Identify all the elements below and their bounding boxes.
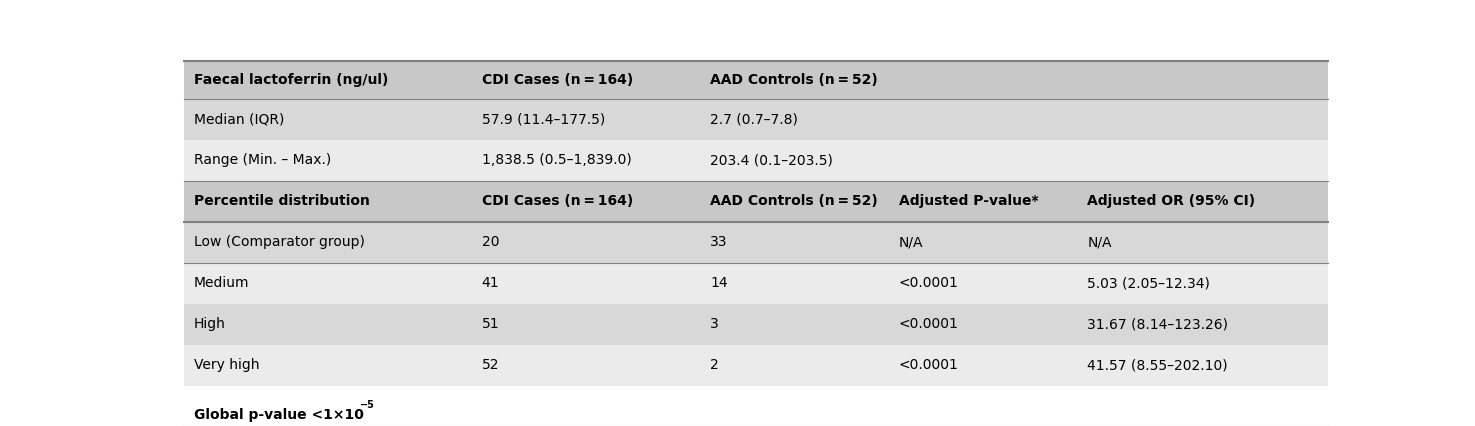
Text: 20: 20 — [482, 235, 499, 249]
Text: Low (Comparator group): Low (Comparator group) — [193, 235, 364, 249]
Text: Median (IQR): Median (IQR) — [193, 112, 283, 126]
Text: 41: 41 — [482, 276, 499, 290]
Text: 51: 51 — [482, 317, 499, 331]
Text: 31.67 (8.14–123.26): 31.67 (8.14–123.26) — [1087, 317, 1229, 331]
Text: CDI Cases (n = 164): CDI Cases (n = 164) — [482, 73, 633, 87]
Bar — [184, 345, 1328, 386]
Text: Range (Min. – Max.): Range (Min. – Max.) — [193, 153, 330, 167]
Text: <0.0001: <0.0001 — [898, 317, 959, 331]
Text: <0.0001: <0.0001 — [898, 358, 959, 372]
Text: N/A: N/A — [1087, 235, 1112, 249]
Text: AAD Controls (n = 52): AAD Controls (n = 52) — [711, 194, 878, 208]
Text: 2: 2 — [711, 358, 718, 372]
Text: 57.9 (11.4–177.5): 57.9 (11.4–177.5) — [482, 112, 605, 126]
Text: CDI Cases (n = 164): CDI Cases (n = 164) — [482, 194, 633, 208]
Bar — [184, 61, 1328, 99]
Text: Adjusted OR (95% CI): Adjusted OR (95% CI) — [1087, 194, 1255, 208]
Text: 41.57 (8.55–202.10): 41.57 (8.55–202.10) — [1087, 358, 1229, 372]
Text: −5: −5 — [360, 400, 375, 410]
Text: <0.0001: <0.0001 — [898, 276, 959, 290]
Text: Global p-value <1×10: Global p-value <1×10 — [193, 408, 363, 422]
Text: AAD Controls (n = 52): AAD Controls (n = 52) — [711, 73, 878, 87]
Text: Very high: Very high — [193, 358, 260, 372]
Text: 1,838.5 (0.5–1,839.0): 1,838.5 (0.5–1,839.0) — [482, 153, 631, 167]
Bar — [184, 386, 1328, 426]
Text: 203.4 (0.1–203.5): 203.4 (0.1–203.5) — [711, 153, 833, 167]
Bar — [184, 222, 1328, 263]
Text: 3: 3 — [711, 317, 718, 331]
Text: High: High — [193, 317, 226, 331]
Text: Medium: Medium — [193, 276, 249, 290]
Bar — [184, 99, 1328, 140]
Text: N/A: N/A — [898, 235, 923, 249]
Bar — [184, 304, 1328, 345]
Bar — [184, 263, 1328, 304]
Text: 5.03 (2.05–12.34): 5.03 (2.05–12.34) — [1087, 276, 1211, 290]
Text: 2.7 (0.7–7.8): 2.7 (0.7–7.8) — [711, 112, 798, 126]
Text: Faecal lactoferrin (ng/ul): Faecal lactoferrin (ng/ul) — [193, 73, 388, 87]
Text: 14: 14 — [711, 276, 727, 290]
Text: 52: 52 — [482, 358, 499, 372]
Text: Percentile distribution: Percentile distribution — [193, 194, 369, 208]
Text: Adjusted P-value*: Adjusted P-value* — [898, 194, 1038, 208]
Text: 33: 33 — [711, 235, 727, 249]
Bar — [184, 140, 1328, 181]
Bar — [184, 181, 1328, 222]
